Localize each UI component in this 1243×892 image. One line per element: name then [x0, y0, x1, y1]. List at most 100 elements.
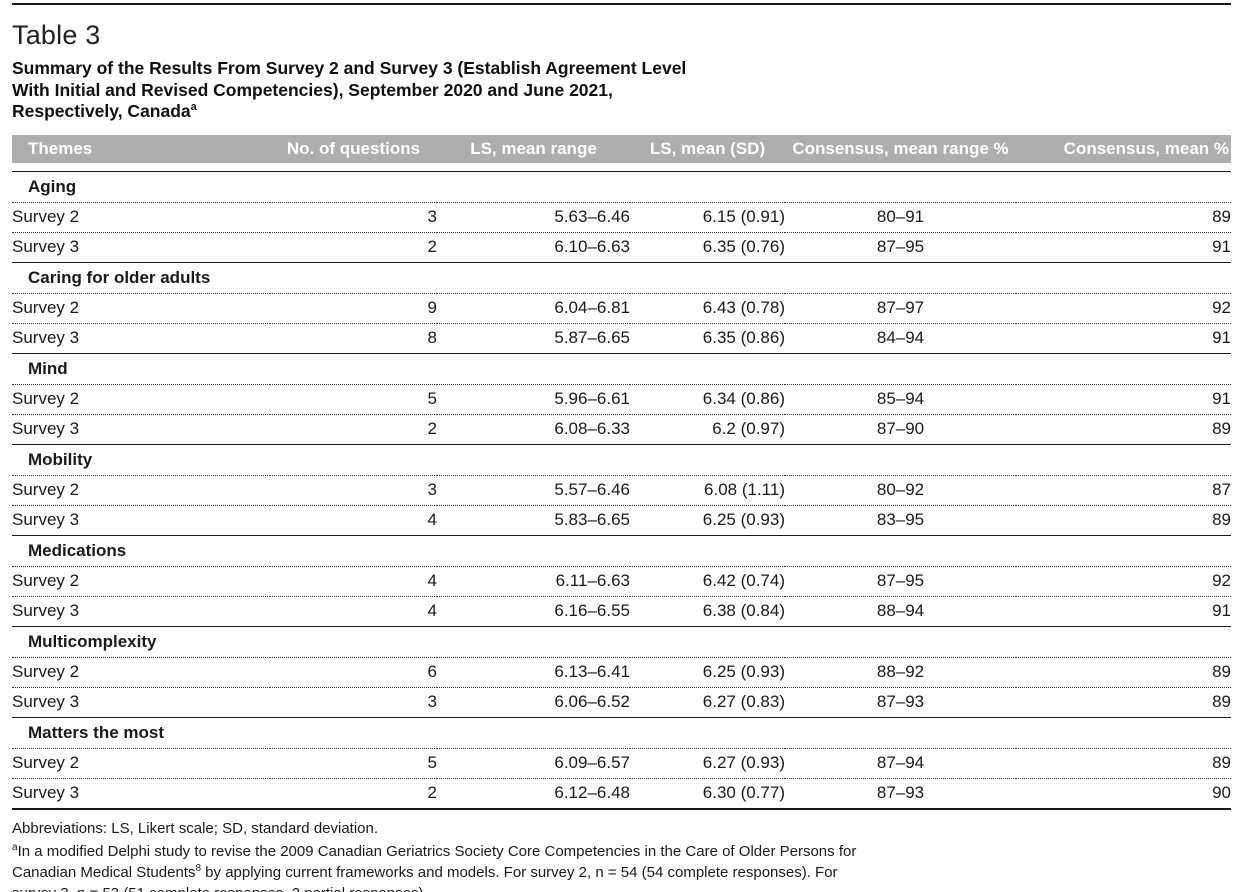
survey-label: Survey 2	[12, 748, 270, 779]
survey-row: Survey 2 5 5.96–6.61 6.34 (0.86) 85–94 9…	[12, 384, 1231, 415]
cell-consensus-mean: 89	[1212, 510, 1231, 529]
survey-row: Survey 2 3 5.63–6.46 6.15 (0.91) 80–91 8…	[12, 202, 1231, 233]
cell-ls-range: 6.06–6.52	[554, 692, 630, 711]
survey-label: Survey 3	[12, 692, 80, 711]
reference-number: 8	[195, 862, 202, 874]
cell-ls-range: 5.96–6.61	[437, 384, 630, 415]
survey-label: Survey 2	[12, 657, 270, 688]
cell-consensus-range: 87–95	[785, 566, 1016, 597]
cell-ls-range: 6.11–6.63	[437, 566, 630, 597]
cell-ls-mean-sd: 6.27 (0.83)	[702, 692, 785, 711]
cell-consensus-mean: 91	[1212, 237, 1231, 256]
cell-ls-range: 5.83–6.65	[554, 510, 630, 529]
cell-questions: 2	[427, 237, 437, 256]
cell-consensus-mean: 90	[1016, 778, 1231, 810]
survey-row: Survey 3 3 6.06–6.52 6.27 (0.83) 87–93 8…	[12, 687, 1231, 717]
cell-ls-mean-sd: 6.42 (0.74)	[630, 566, 785, 597]
cell-consensus-range: 87–93	[876, 692, 925, 711]
cell-consensus-mean: 89	[1016, 748, 1231, 779]
subtitle-footnote-marker: a	[190, 101, 197, 114]
cell-consensus-mean: 92	[1016, 293, 1231, 324]
cell-questions: 5	[270, 748, 437, 779]
survey-label: Survey 2	[12, 202, 270, 233]
cell-questions: 3	[270, 475, 437, 506]
cell-consensus-mean: 91	[1212, 328, 1231, 347]
cell-questions: 4	[427, 510, 437, 529]
cell-ls-mean-sd: 6.2 (0.97)	[712, 419, 785, 438]
cell-questions: 5	[270, 384, 437, 415]
theme-row-medications: Medications	[12, 534, 1231, 567]
cell-consensus-range: 80–92	[785, 475, 1016, 506]
column-header-questions: No. of questions	[270, 134, 437, 163]
cell-ls-mean-sd: 6.34 (0.86)	[630, 384, 785, 415]
theme-label: Medications	[12, 534, 1231, 567]
cell-ls-range: 5.57–6.46	[437, 475, 630, 506]
results-table: Themes No. of questions LS, mean range L…	[12, 134, 1231, 810]
survey-row: Survey 3 2 6.12–6.48 6.30 (0.77) 87–93 9…	[12, 778, 1231, 810]
cell-ls-range: 6.09–6.57	[437, 748, 630, 779]
survey-row: Survey 3 8 5.87–6.65 6.35 (0.86) 84–94 9…	[12, 323, 1231, 353]
page-title: Table 3	[12, 20, 101, 50]
survey-label: Survey 2	[12, 384, 270, 415]
cell-consensus-mean: 89	[1016, 202, 1231, 233]
cell-ls-mean-sd: 6.30 (0.77)	[630, 778, 785, 810]
survey-row: Survey 3 2 6.10–6.63 6.35 (0.76) 87–95 9…	[12, 232, 1231, 262]
column-header-ls-range: LS, mean range	[437, 134, 630, 163]
cell-consensus-range: 87–95	[876, 237, 925, 256]
cell-ls-mean-sd: 6.08 (1.11)	[630, 475, 785, 506]
survey-row: Survey 3 2 6.08–6.33 6.2 (0.97) 87–90 89	[12, 414, 1231, 444]
paper-table-page: Table 3 Summary of the Results From Surv…	[12, 0, 1231, 892]
cell-ls-mean-sd: 6.35 (0.76)	[702, 237, 785, 256]
cell-ls-range: 5.63–6.46	[437, 202, 630, 233]
cell-ls-mean-sd: 6.25 (0.93)	[630, 657, 785, 688]
theme-row-matters-the-most: Matters the most	[12, 716, 1231, 749]
survey-row: Survey 2 5 6.09–6.57 6.27 (0.93) 87–94 8…	[12, 748, 1231, 779]
cell-ls-range: 6.13–6.41	[437, 657, 630, 688]
cell-ls-range: 6.16–6.55	[554, 601, 630, 620]
theme-label: Multicomplexity	[12, 625, 1231, 658]
cell-ls-range: 6.08–6.33	[554, 419, 630, 438]
theme-row-aging: Aging	[12, 170, 1231, 203]
spacer-row	[12, 163, 1231, 172]
cell-ls-mean-sd: 6.27 (0.93)	[630, 748, 785, 779]
theme-row-caring: Caring for older adults	[12, 261, 1231, 294]
cell-ls-range: 6.04–6.81	[437, 293, 630, 324]
cell-consensus-mean: 91	[1212, 601, 1231, 620]
cell-consensus-range: 83–95	[876, 510, 925, 529]
table-header-row: Themes No. of questions LS, mean range L…	[12, 134, 1231, 163]
survey-label: Survey 3	[12, 601, 80, 620]
cell-consensus-mean: 91	[1016, 384, 1231, 415]
cell-ls-mean-sd: 6.38 (0.84)	[702, 601, 785, 620]
survey-row: Survey 3 4 6.16–6.55 6.38 (0.84) 88–94 9…	[12, 596, 1231, 626]
footnotes: Abbreviations: LS, Likert scale; SD, sta…	[12, 818, 1231, 892]
survey-label: Survey 3	[12, 328, 80, 347]
cell-ls-mean-sd: 6.25 (0.93)	[702, 510, 785, 529]
theme-row-multicomplexity: Multicomplexity	[12, 625, 1231, 658]
survey-row: Survey 2 3 5.57–6.46 6.08 (1.11) 80–92 8…	[12, 475, 1231, 506]
cell-ls-range: 6.12–6.48	[437, 778, 630, 810]
cell-consensus-mean: 92	[1016, 566, 1231, 597]
survey-row: Survey 3 4 5.83–6.65 6.25 (0.93) 83–95 8…	[12, 505, 1231, 535]
cell-ls-mean-sd: 6.15 (0.91)	[630, 202, 785, 233]
survey-label: Survey 2	[12, 566, 270, 597]
cell-questions: 3	[270, 202, 437, 233]
cell-consensus-mean: 87	[1016, 475, 1231, 506]
theme-row-mobility: Mobility	[12, 443, 1231, 476]
cell-consensus-range: 88–94	[876, 601, 925, 620]
survey-label: Survey 2	[12, 293, 270, 324]
survey-label: Survey 2	[12, 475, 270, 506]
cell-questions: 4	[427, 601, 437, 620]
survey-label: Survey 3	[12, 419, 80, 438]
theme-row-mind: Mind	[12, 352, 1231, 385]
cell-consensus-range: 80–91	[785, 202, 1016, 233]
cell-ls-mean-sd: 6.35 (0.86)	[702, 328, 785, 347]
cell-consensus-mean: 89	[1212, 419, 1231, 438]
subtitle-line: Summary of the Results From Survey 2 and…	[12, 58, 687, 78]
survey-label: Survey 3	[12, 778, 270, 810]
footnote-marker: a	[12, 841, 18, 853]
column-header-themes: Themes	[12, 134, 270, 163]
theme-label: Aging	[12, 170, 1231, 203]
column-header-consensus-range: Consensus, mean range %	[785, 134, 1016, 163]
column-header-consensus-mean: Consensus, mean %	[1016, 134, 1231, 163]
cell-consensus-mean: 89	[1016, 657, 1231, 688]
